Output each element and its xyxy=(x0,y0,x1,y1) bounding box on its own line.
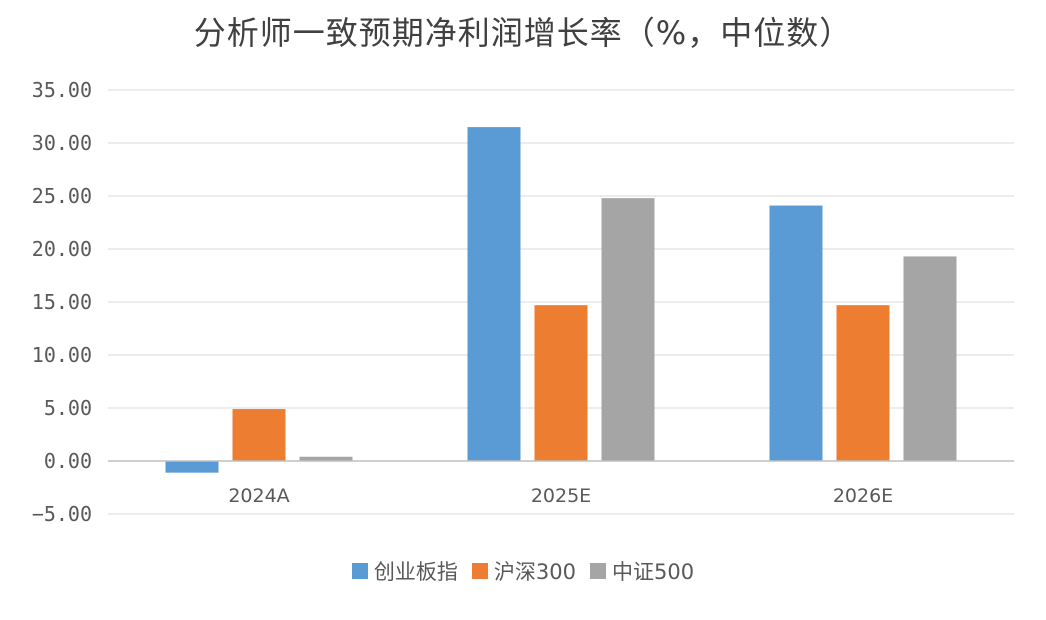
x-category-label: 2024A xyxy=(228,485,289,507)
legend-label: 创业板指 xyxy=(373,560,458,584)
legend-item: 中证500 xyxy=(590,556,694,586)
chart-title: 分析师一致预期净利润增长率（%，中位数） xyxy=(193,14,853,52)
bar xyxy=(601,198,655,461)
y-tick-label: 30.00 xyxy=(32,131,92,155)
bar xyxy=(534,305,588,461)
legend-item: 沪深300 xyxy=(471,556,576,586)
bar xyxy=(299,456,353,461)
legend-label: 沪深300 xyxy=(493,560,576,584)
legend-item: 创业板指 xyxy=(351,556,458,586)
bar xyxy=(232,409,286,461)
bar xyxy=(467,127,521,461)
bar xyxy=(836,305,890,461)
y-tick-label: 5.00 xyxy=(44,396,92,420)
bar xyxy=(769,205,823,461)
legend-label: 中证500 xyxy=(612,560,695,584)
y-tick-label: 0.00 xyxy=(44,449,92,473)
x-category-label: 2025E xyxy=(531,485,591,507)
legend-swatch xyxy=(471,563,488,579)
x-category-label: 2026E xyxy=(833,485,893,507)
x-axis-categories: 2024A 2025E 2026E xyxy=(228,485,893,507)
y-tick-label: 20.00 xyxy=(32,237,92,261)
legend-swatch xyxy=(590,563,606,579)
bars xyxy=(165,127,957,473)
bar xyxy=(903,256,957,461)
legend-swatch xyxy=(351,563,368,579)
y-tick-label: 25.00 xyxy=(32,184,92,208)
y-tick-label: 35.00 xyxy=(32,78,92,102)
legend: 创业板指 沪深300 中证500 xyxy=(0,556,1046,586)
y-tick-label: −5.00 xyxy=(32,502,92,526)
bar xyxy=(165,461,219,473)
y-tick-label: 10.00 xyxy=(32,343,92,367)
y-axis-ticks: 35.00 30.00 25.00 20.00 15.00 10.00 5.00 0.00 −5… xyxy=(32,78,92,526)
y-tick-label: 15.00 xyxy=(32,290,92,314)
